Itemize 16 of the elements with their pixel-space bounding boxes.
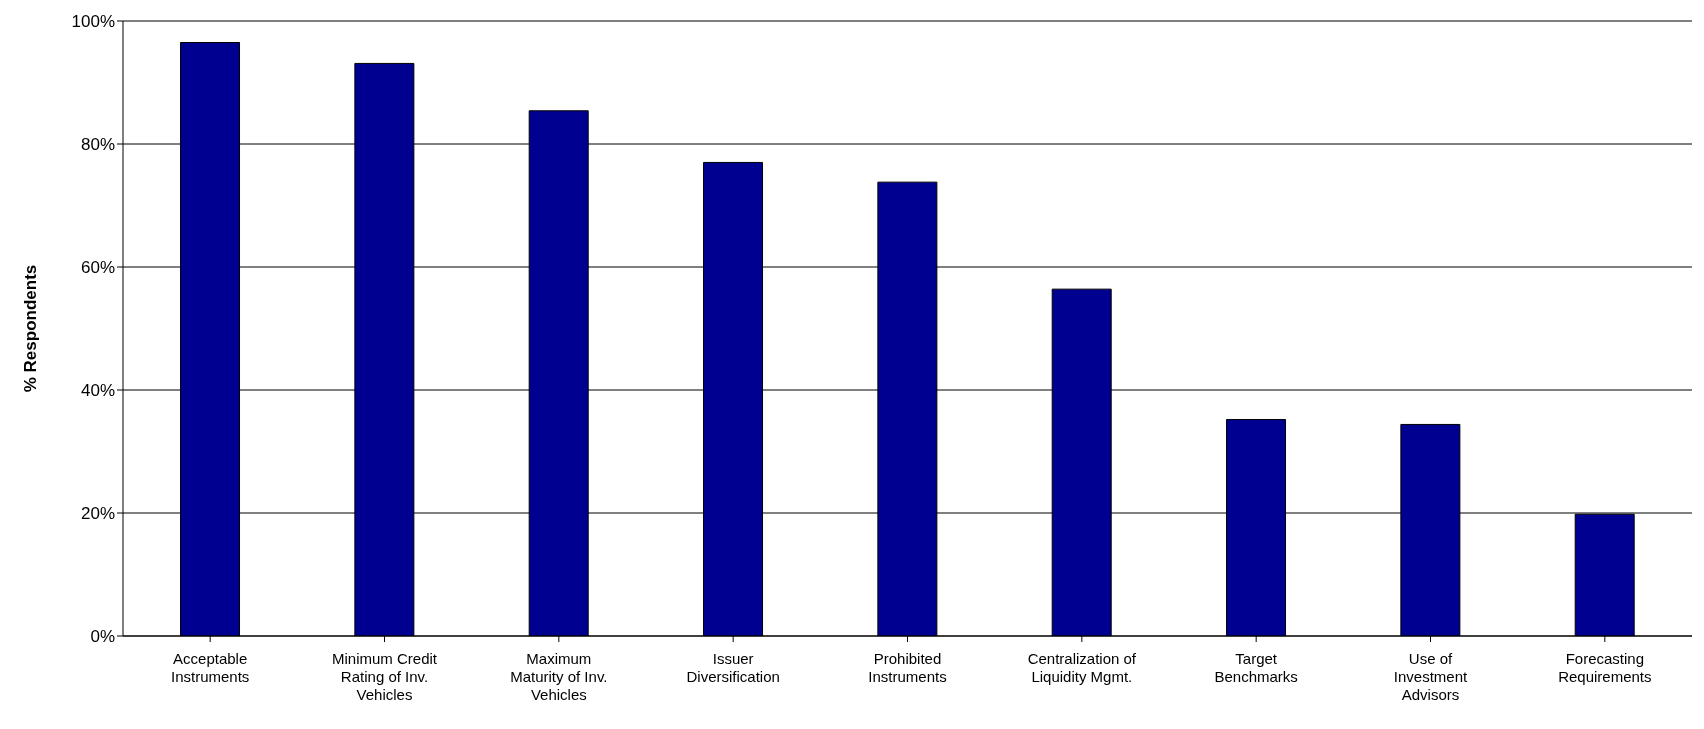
x-tick-label: Forecasting Requirements (1558, 650, 1652, 685)
x-tick-label: Acceptable Instruments (170, 650, 250, 685)
x-tick-label: Prohibited Instruments (868, 650, 947, 685)
y-axis-title: % Respondents (21, 264, 41, 393)
x-tick-label: Use of Investment Advisors (1393, 650, 1469, 703)
y-tick-label: 40% (80, 381, 115, 401)
y-tick-label: 60% (80, 258, 115, 278)
y-tick-label: 20% (80, 504, 115, 524)
x-tick-label: Minimum Credit Rating of Inv. Vehicles (331, 650, 438, 703)
x-tick-label: Issuer Diversification (686, 650, 780, 685)
y-tick-label: 80% (80, 135, 115, 155)
x-tick-label: Target Benchmarks (1214, 650, 1298, 685)
x-tick-label: Maximum Maturity of Inv. Vehicles (510, 650, 608, 703)
x-tick-label: Centralization of Liquidity Mgmt. (1027, 650, 1137, 685)
y-tick-label: 0% (90, 627, 115, 647)
y-tick-label: 100% (71, 12, 115, 32)
